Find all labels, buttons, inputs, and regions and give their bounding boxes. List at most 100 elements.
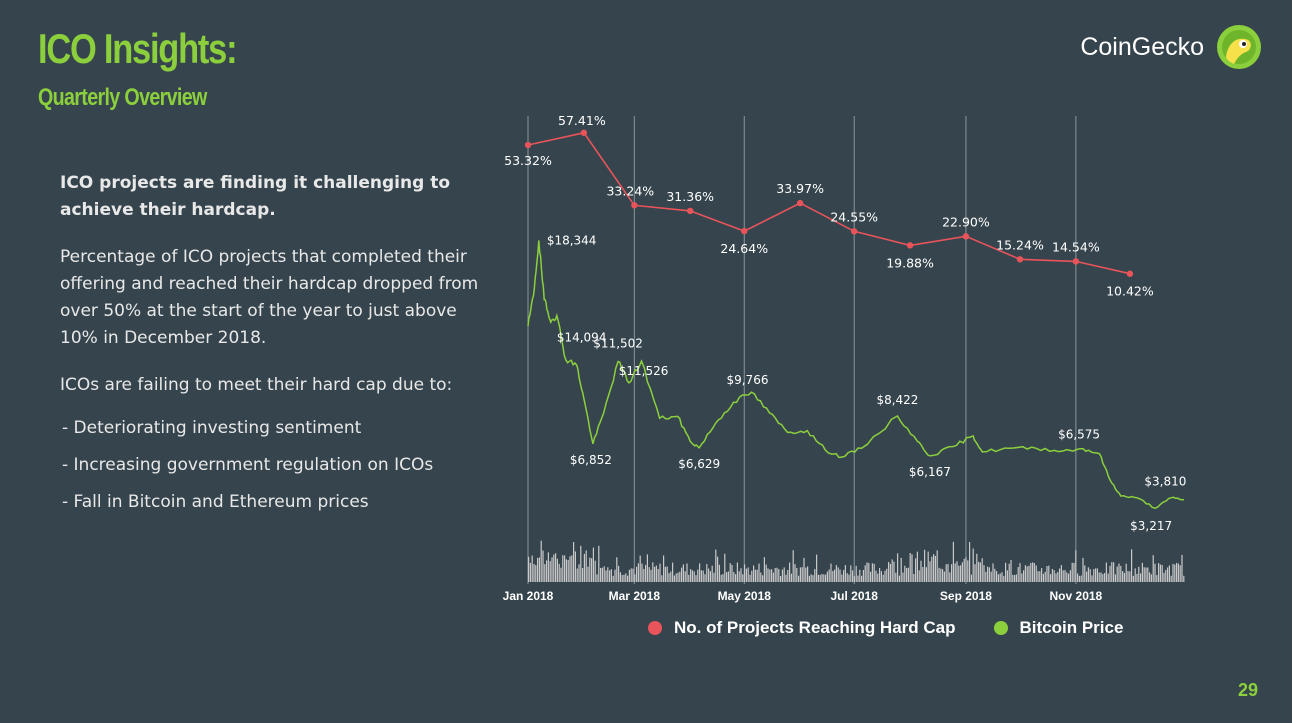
volume-bar bbox=[618, 565, 620, 582]
gecko-logo-icon bbox=[1217, 25, 1261, 69]
brand-name: CoinGecko bbox=[1080, 32, 1204, 61]
volume-bar bbox=[929, 561, 931, 582]
volume-bar bbox=[1118, 563, 1120, 582]
volume-bar bbox=[967, 560, 969, 582]
hardcap-data-label: 14.54% bbox=[1052, 239, 1100, 254]
volume-bar bbox=[1030, 562, 1032, 582]
volume-bar bbox=[772, 572, 774, 582]
volume-bar bbox=[589, 557, 591, 582]
volume-bar bbox=[787, 569, 789, 582]
volume-bar bbox=[1170, 575, 1172, 582]
hardcap-data-label: 10.42% bbox=[1106, 284, 1154, 299]
volume-bar bbox=[605, 570, 607, 582]
volume-bar bbox=[535, 565, 537, 582]
volume-bar bbox=[1136, 573, 1138, 582]
volume-bar bbox=[963, 558, 965, 582]
volume-bar bbox=[1177, 563, 1179, 582]
volume-bar bbox=[1057, 571, 1059, 582]
volume-bar bbox=[933, 554, 935, 582]
volume-bar bbox=[637, 563, 639, 582]
volume-bar bbox=[630, 568, 632, 582]
volume-bar bbox=[862, 569, 864, 582]
volume-bar bbox=[1077, 573, 1079, 582]
volume-bar bbox=[733, 572, 735, 582]
volume-bar bbox=[934, 555, 936, 582]
volume-bar bbox=[1163, 572, 1165, 582]
volume-bar bbox=[819, 574, 821, 582]
volume-bar bbox=[567, 560, 569, 582]
volume-bar bbox=[646, 554, 648, 582]
volume-bar bbox=[1102, 574, 1104, 582]
volume-bar bbox=[1033, 562, 1035, 582]
volume-bar bbox=[990, 571, 992, 582]
volume-bar bbox=[1125, 563, 1127, 582]
volume-bar bbox=[544, 564, 546, 582]
reasons-intro: ICOs are failing to meet their hard cap … bbox=[60, 375, 453, 395]
volume-bar bbox=[826, 571, 828, 582]
volume-bar bbox=[1021, 573, 1023, 582]
volume-bar bbox=[925, 567, 927, 582]
volume-bar bbox=[531, 555, 533, 582]
volume-bar bbox=[988, 567, 990, 582]
volume-bar bbox=[655, 565, 657, 582]
volume-bar bbox=[582, 567, 584, 582]
volume-bar bbox=[841, 574, 843, 582]
volume-bar bbox=[981, 558, 983, 582]
volume-bar bbox=[565, 559, 567, 582]
volume-bar bbox=[915, 558, 917, 582]
volume-bar bbox=[740, 568, 742, 582]
volume-bar bbox=[706, 564, 708, 582]
volume-bar bbox=[628, 569, 630, 582]
x-tick-label: Mar 2018 bbox=[609, 589, 661, 603]
volume-bar bbox=[790, 573, 792, 582]
volume-bar bbox=[780, 575, 782, 582]
volume-bar bbox=[776, 567, 778, 582]
volume-bar bbox=[1105, 562, 1107, 582]
volume-bar bbox=[913, 573, 915, 582]
volume-bar bbox=[551, 557, 553, 582]
volume-bar bbox=[884, 570, 886, 582]
volume-bar bbox=[690, 569, 692, 582]
volume-bar bbox=[848, 574, 850, 582]
volume-bar bbox=[911, 554, 913, 582]
volume-bar bbox=[798, 575, 800, 582]
volume-bar bbox=[596, 574, 598, 582]
volume-bar bbox=[738, 571, 740, 582]
volume-bar bbox=[756, 569, 758, 582]
volume-bar bbox=[846, 573, 848, 582]
volume-bar bbox=[528, 556, 530, 582]
hardcap-point bbox=[796, 199, 804, 207]
volume-bar bbox=[1098, 572, 1100, 582]
volume-bar bbox=[895, 572, 897, 582]
volume-bar bbox=[983, 565, 985, 582]
volume-bar bbox=[623, 574, 625, 582]
volume-bar bbox=[1046, 566, 1048, 582]
volume-bar bbox=[1026, 566, 1028, 582]
volume-bar bbox=[747, 567, 749, 582]
volume-bar bbox=[864, 565, 866, 582]
volume-bar bbox=[965, 557, 967, 582]
volume-bar bbox=[904, 565, 906, 582]
volume-bar bbox=[960, 565, 962, 582]
volume-bar bbox=[1167, 567, 1169, 582]
volume-bar bbox=[614, 569, 616, 582]
volume-bar bbox=[799, 567, 801, 582]
volume-bar bbox=[888, 561, 890, 582]
volume-bar bbox=[1127, 571, 1129, 582]
volume-bar bbox=[645, 564, 647, 582]
volume-bar bbox=[1179, 565, 1181, 582]
volume-bar bbox=[529, 562, 531, 582]
x-tick-label: Sep 2018 bbox=[940, 589, 992, 603]
volume-bar bbox=[900, 557, 902, 582]
volume-bar bbox=[1145, 567, 1147, 582]
volume-bar bbox=[1091, 575, 1093, 582]
volume-bar bbox=[762, 575, 764, 582]
volume-bar bbox=[553, 554, 555, 582]
volume-bar bbox=[533, 563, 535, 582]
x-tick-label: Jan 2018 bbox=[503, 589, 554, 603]
volume-bar bbox=[771, 569, 773, 582]
volume-bar bbox=[537, 557, 539, 582]
volume-bar bbox=[1053, 570, 1055, 582]
volume-bar bbox=[1086, 571, 1088, 582]
volume-bar bbox=[677, 572, 679, 582]
